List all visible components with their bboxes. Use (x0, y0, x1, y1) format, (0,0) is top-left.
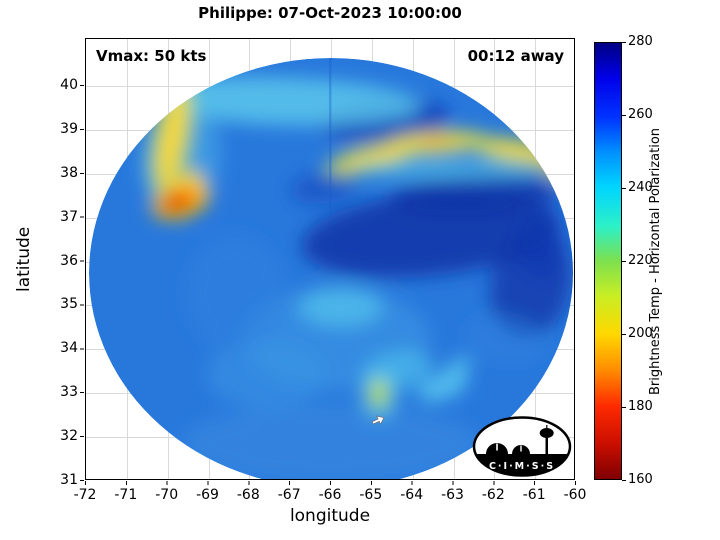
y-tick-label: 31 (60, 472, 78, 488)
x-tick-label: -72 (73, 487, 97, 503)
plot-area: Vmax: 50 kts 00:12 away C·I·M·S·S (85, 38, 575, 480)
colorbar-tick-label: 260 (628, 107, 653, 122)
y-tick-label: 33 (60, 384, 78, 400)
y-tick-label: 40 (60, 77, 78, 93)
colorbar-tick-label: 200 (628, 326, 653, 341)
x-tick-label: -67 (277, 487, 301, 503)
x-axis-label: longitude (289, 506, 371, 526)
y-tick-label: 39 (60, 121, 78, 137)
y-tick-label: 34 (60, 340, 78, 356)
y-tick-label: 38 (60, 165, 78, 181)
eta-annotation: 00:12 away (467, 47, 564, 65)
y-tick-label: 37 (60, 209, 78, 225)
y-tick-label: 36 (60, 253, 78, 269)
x-tick-label: -71 (114, 487, 138, 503)
x-tick-label: -68 (236, 487, 260, 503)
colorbar-ticks (622, 42, 626, 481)
x-tick-label: -64 (400, 487, 424, 503)
vmax-annotation: Vmax: 50 kts (96, 47, 207, 65)
y-axis-label: latitude (14, 226, 34, 292)
logo-ground (474, 454, 570, 476)
x-tick-label: -66 (318, 487, 342, 503)
x-tick-label: -70 (155, 487, 179, 503)
x-tick-label: -62 (481, 487, 505, 503)
colorbar-gradient (594, 42, 622, 480)
y-tick-label: 32 (60, 428, 78, 444)
x-tick-label: -61 (522, 487, 546, 503)
x-axis-ticks (85, 481, 576, 485)
colorbar-tick-label: 280 (628, 34, 653, 49)
x-tick-label: -69 (196, 487, 219, 503)
y-tick-label: 35 (60, 296, 78, 312)
x-tick-label: -63 (441, 487, 464, 503)
scan-seam (329, 58, 332, 220)
colorbar-label: Brightness Temp - Horizontal Polarizatio… (648, 127, 663, 395)
cimss-logo: C·I·M·S·S (472, 416, 572, 477)
colorbar-tick-label: 180 (628, 399, 653, 414)
colorbar-tick-label: 240 (628, 180, 653, 195)
x-tick-label: -65 (359, 487, 383, 503)
storm-arrow-marker (371, 415, 385, 426)
colorbar-tick-label: 160 (628, 472, 653, 487)
antenna-tower-icon (545, 438, 548, 454)
y-axis-ticks (80, 85, 84, 481)
logo-text: C·I·M·S·S (489, 461, 555, 472)
x-tick-label: -60 (563, 487, 587, 503)
satellite-swath-image (89, 58, 573, 479)
plot-title: Philippe: 07-Oct-2023 10:00:00 (198, 4, 462, 22)
colorbar-tick-label: 220 (628, 253, 653, 268)
antenna-dish-icon (539, 428, 554, 438)
